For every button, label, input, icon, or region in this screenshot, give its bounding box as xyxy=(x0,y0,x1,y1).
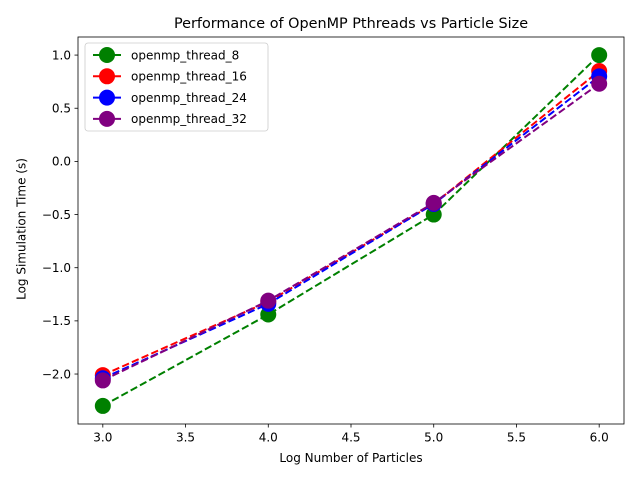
x-tick-label: 4.5 xyxy=(341,431,360,445)
data-point-openmp_thread_8 xyxy=(591,47,608,64)
x-tick-label: 5.5 xyxy=(507,431,526,445)
y-tick-label: 1.0 xyxy=(52,48,71,62)
data-point-openmp_thread_32 xyxy=(425,194,442,211)
y-tick-label: 0.0 xyxy=(52,155,71,169)
x-tick-label: 4.0 xyxy=(259,431,278,445)
legend-marker-openmp_thread_16 xyxy=(99,68,115,85)
x-tick-label: 6.0 xyxy=(590,431,609,445)
plot-area: 3.0 3.5 4.0 4.5 5.0 5.5 6.0 −2.0 −1.5 −1.0 −0.5 0.0… xyxy=(42,36,625,445)
y-tick-label: −1.0 xyxy=(42,261,71,275)
legend-label: openmp_thread_16 xyxy=(131,70,247,84)
legend-marker-openmp_thread_24 xyxy=(99,89,115,106)
data-point-openmp_thread_32 xyxy=(260,292,277,309)
x-tick-label: 3.5 xyxy=(176,431,195,445)
legend-box xyxy=(84,42,269,132)
axes-frame xyxy=(77,36,625,425)
data-point-openmp_thread_8 xyxy=(94,397,111,414)
legend-marker-openmp_thread_8 xyxy=(99,47,115,63)
y-tick-label: −0.5 xyxy=(42,208,71,222)
x-tick-label: 3.0 xyxy=(93,431,112,445)
x-axis-title: Log Number of Particles xyxy=(279,451,422,465)
legend-label: openmp_thread_24 xyxy=(131,91,247,105)
y-axis-title: Log Simulation Time (s) xyxy=(15,158,29,300)
chart-title: Performance of OpenMP Pthreads vs Partic… xyxy=(174,16,528,32)
y-tick-label: 0.5 xyxy=(52,102,71,116)
x-tick-label: 5.0 xyxy=(424,431,443,445)
data-point-openmp_thread_32 xyxy=(94,372,111,389)
data-point-openmp_thread_32 xyxy=(591,75,608,92)
legend-label: openmp_thread_8 xyxy=(131,48,239,62)
y-tick-label: −2.0 xyxy=(42,367,71,381)
y-tick-label: −1.5 xyxy=(42,314,71,328)
series-line-openmp_thread_32 xyxy=(102,82,600,382)
legend-label: openmp_thread_32 xyxy=(131,112,247,126)
legend-marker-openmp_thread_32 xyxy=(99,110,115,127)
